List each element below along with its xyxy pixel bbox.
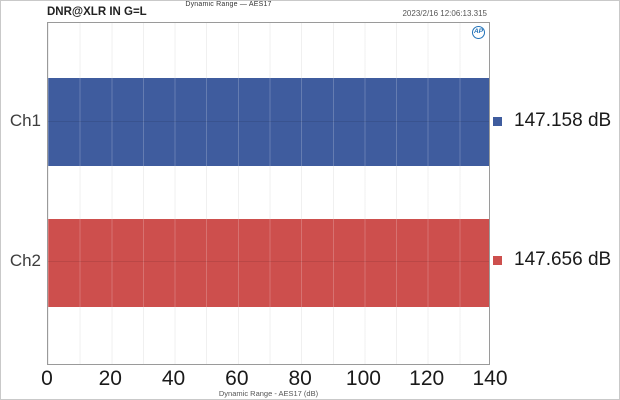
bar-ch2 <box>48 219 489 307</box>
bar-ch1 <box>48 78 489 166</box>
legend-marker-ch2 <box>493 256 502 265</box>
graph-title: DNR@XLR IN G=L <box>47 6 147 18</box>
x-tick: 60 <box>225 367 249 390</box>
category-label-ch2: Ch2 <box>9 251 41 270</box>
x-tick: 0 <box>41 367 53 390</box>
plot-area: AP <box>47 22 490 365</box>
x-tick: 40 <box>161 367 186 390</box>
x-tick: 20 <box>98 367 122 390</box>
x-tick: 120 <box>409 367 445 390</box>
x-tick: 100 <box>345 367 381 390</box>
x-axis-label: Dynamic Range - AES17 (dB) <box>218 389 319 398</box>
legend-marker-ch1 <box>493 117 502 126</box>
category-label-ch1: Ch1 <box>9 111 41 130</box>
window-title: Dynamic Range — AES17 <box>185 1 272 8</box>
x-tick: 80 <box>288 367 312 390</box>
value-label-ch2: 147.656 dB <box>514 249 612 270</box>
audio-precision-logo-icon: AP <box>472 26 485 39</box>
vertical-gridlines <box>48 23 489 364</box>
x-tick: 140 <box>472 367 508 390</box>
timestamp: 2023/2/16 12:06:13.315 <box>402 9 487 18</box>
value-label-ch1: 147.158 dB <box>514 110 612 131</box>
x-axis-ticks: 0 20 40 60 80 100 120 140 <box>41 367 507 391</box>
